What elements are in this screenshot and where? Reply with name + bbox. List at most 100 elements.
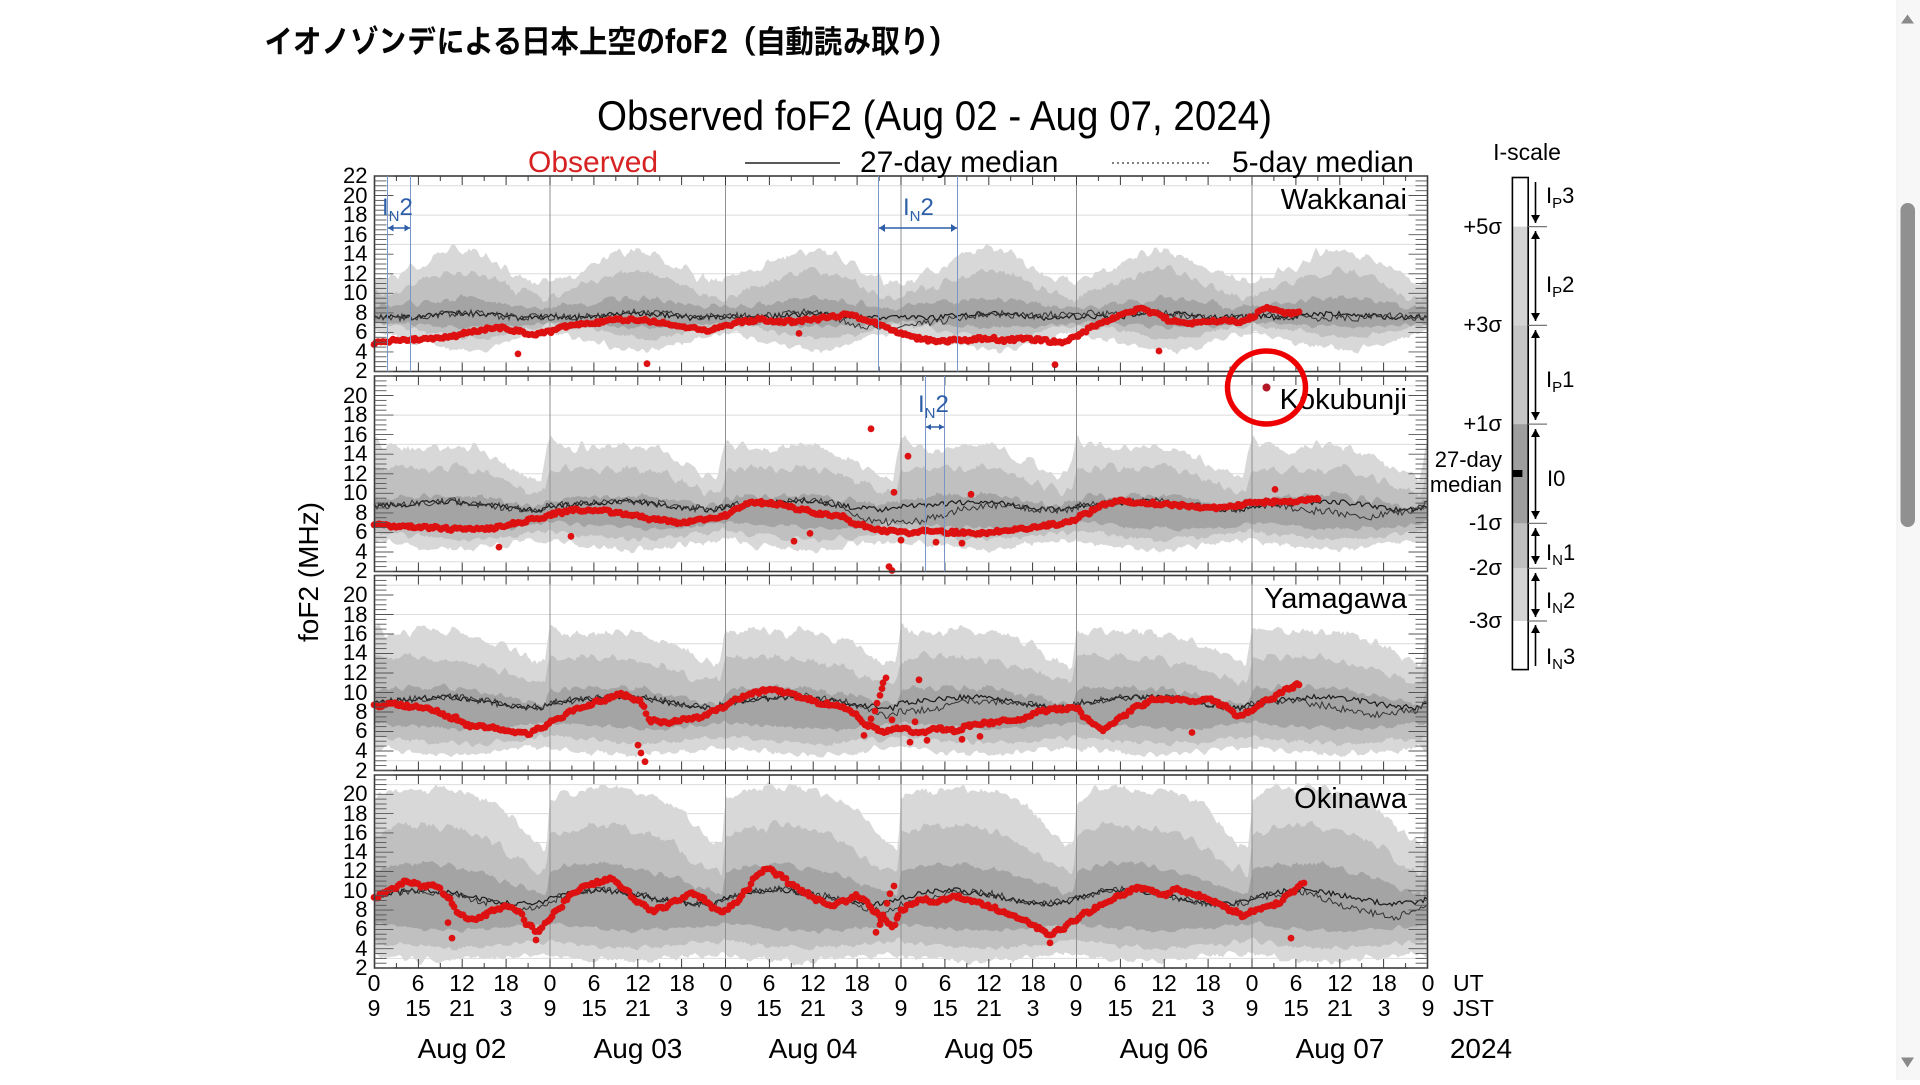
svg-text:I-scale: I-scale: [1493, 139, 1561, 165]
svg-text:Aug 03: Aug 03: [594, 1033, 683, 1064]
svg-text:21: 21: [449, 995, 475, 1021]
svg-text:9: 9: [720, 995, 733, 1021]
svg-text:18: 18: [343, 602, 367, 627]
svg-text:12: 12: [800, 970, 826, 996]
svg-text:3: 3: [1202, 995, 1215, 1021]
svg-text:15: 15: [1107, 995, 1133, 1021]
svg-text:4: 4: [355, 339, 367, 364]
svg-text:14: 14: [343, 640, 367, 665]
svg-text:9: 9: [895, 995, 908, 1021]
svg-text:6: 6: [763, 970, 776, 996]
svg-text:9: 9: [1246, 995, 1259, 1021]
svg-text:6: 6: [939, 970, 952, 996]
svg-text:Aug 04: Aug 04: [769, 1033, 858, 1064]
svg-text:18: 18: [343, 202, 367, 227]
svg-text:10: 10: [343, 878, 367, 903]
svg-text:15: 15: [405, 995, 431, 1021]
svg-text:0: 0: [1070, 970, 1083, 996]
svg-text:22: 22: [343, 163, 367, 188]
svg-text:12: 12: [976, 970, 1002, 996]
svg-text:JST: JST: [1453, 995, 1494, 1021]
svg-text:21: 21: [1327, 995, 1353, 1021]
svg-text:2024: 2024: [1450, 1033, 1512, 1064]
svg-text:4: 4: [355, 738, 367, 763]
svg-text:21: 21: [1151, 995, 1177, 1021]
svg-text:10: 10: [343, 480, 367, 505]
svg-text:+1σ: +1σ: [1463, 411, 1502, 436]
svg-text:10: 10: [343, 280, 367, 305]
svg-text:Aug 06: Aug 06: [1120, 1033, 1209, 1064]
svg-text:18: 18: [1020, 970, 1046, 996]
svg-text:10: 10: [343, 680, 367, 705]
svg-text:2: 2: [355, 955, 367, 980]
svg-text:median: median: [1430, 472, 1502, 497]
svg-text:-1σ: -1σ: [1469, 510, 1503, 535]
svg-text:15: 15: [581, 995, 607, 1021]
svg-text:6: 6: [1290, 970, 1303, 996]
svg-text:14: 14: [343, 241, 367, 266]
svg-text:6: 6: [355, 916, 367, 941]
svg-text:4: 4: [355, 936, 367, 961]
svg-text:-2σ: -2σ: [1469, 555, 1503, 580]
svg-text:8: 8: [355, 300, 367, 325]
svg-text:0: 0: [895, 970, 908, 996]
svg-text:+5σ: +5σ: [1463, 214, 1502, 239]
svg-text:12: 12: [1151, 970, 1177, 996]
svg-text:4: 4: [355, 539, 367, 564]
svg-text:IN1: IN1: [1546, 540, 1575, 569]
svg-text:UT: UT: [1453, 970, 1484, 996]
svg-text:Observed foF2 (Aug 02 - Aug 07: Observed foF2 (Aug 02 - Aug 07, 2024): [597, 92, 1272, 139]
svg-text:14: 14: [343, 839, 367, 864]
svg-text:15: 15: [1283, 995, 1309, 1021]
svg-text:9: 9: [544, 995, 557, 1021]
svg-text:20: 20: [343, 781, 367, 806]
svg-text:12: 12: [1327, 970, 1353, 996]
svg-text:18: 18: [493, 970, 519, 996]
svg-text:27-day: 27-day: [1435, 447, 1502, 472]
svg-text:21: 21: [625, 995, 651, 1021]
svg-text:3: 3: [1027, 995, 1040, 1021]
svg-text:Yamagawa: Yamagawa: [1264, 583, 1408, 615]
svg-text:9: 9: [368, 995, 381, 1021]
svg-text:Aug 05: Aug 05: [945, 1033, 1034, 1064]
svg-text:2: 2: [355, 558, 367, 583]
svg-text:21: 21: [800, 995, 826, 1021]
svg-text:3: 3: [1378, 995, 1391, 1021]
svg-text:Okinawa: Okinawa: [1294, 783, 1408, 815]
svg-text:9: 9: [1070, 995, 1083, 1021]
svg-text:8: 8: [355, 500, 367, 525]
svg-text:8: 8: [355, 897, 367, 922]
svg-text:2: 2: [355, 358, 367, 383]
svg-text:+3σ: +3σ: [1463, 312, 1502, 337]
svg-text:16: 16: [343, 422, 367, 447]
svg-text:0: 0: [544, 970, 557, 996]
svg-text:0: 0: [1246, 970, 1259, 996]
svg-text:0: 0: [1422, 970, 1435, 996]
svg-text:5-day median: 5-day median: [1232, 146, 1414, 179]
svg-text:18: 18: [343, 801, 367, 826]
svg-text:2: 2: [355, 758, 367, 783]
svg-text:12: 12: [343, 261, 367, 286]
svg-text:18: 18: [1195, 970, 1221, 996]
svg-text:16: 16: [343, 222, 367, 247]
svg-text:6: 6: [355, 718, 367, 743]
svg-text:6: 6: [1114, 970, 1127, 996]
svg-text:IP3: IP3: [1546, 183, 1574, 212]
svg-text:18: 18: [844, 970, 870, 996]
svg-text:16: 16: [343, 820, 367, 845]
svg-text:Aug 02: Aug 02: [418, 1033, 507, 1064]
svg-text:6: 6: [588, 970, 601, 996]
svg-text:20: 20: [343, 183, 367, 208]
svg-text:I0: I0: [1547, 466, 1565, 491]
svg-text:8: 8: [355, 699, 367, 724]
svg-text:14: 14: [343, 441, 367, 466]
svg-text:6: 6: [355, 319, 367, 344]
svg-text:-3σ: -3σ: [1469, 608, 1503, 633]
svg-text:15: 15: [756, 995, 782, 1021]
svg-text:3: 3: [851, 995, 864, 1021]
svg-text:3: 3: [500, 995, 513, 1021]
svg-text:16: 16: [343, 621, 367, 646]
svg-text:0: 0: [368, 970, 381, 996]
svg-text:12: 12: [343, 858, 367, 883]
svg-text:3: 3: [676, 995, 689, 1021]
